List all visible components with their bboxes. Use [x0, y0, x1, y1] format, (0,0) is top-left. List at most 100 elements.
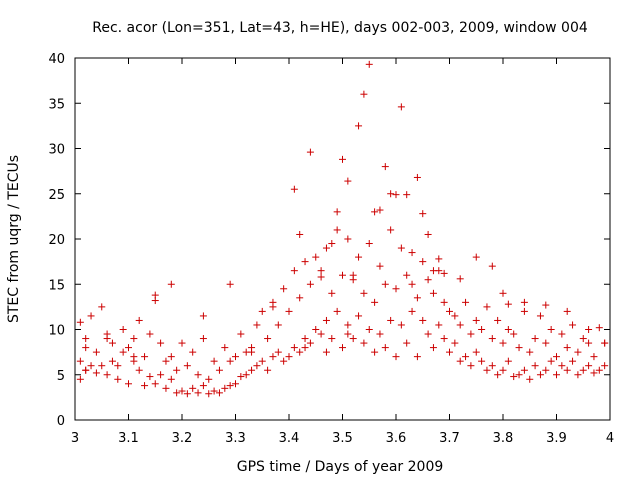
- data-point: [130, 335, 138, 343]
- data-point: [515, 371, 523, 379]
- data-point: [312, 253, 320, 261]
- y-tick-label: 10: [48, 324, 65, 339]
- data-point: [317, 267, 325, 275]
- data-point: [488, 335, 496, 343]
- y-tick-label: 20: [48, 233, 65, 248]
- data-point: [333, 208, 341, 216]
- data-point: [82, 366, 90, 374]
- data-point: [226, 357, 234, 365]
- data-point: [376, 330, 384, 338]
- data-point: [248, 366, 256, 374]
- x-tick-label: 3: [71, 431, 79, 446]
- data-point: [301, 344, 309, 352]
- data-point: [141, 353, 149, 361]
- chart-title: Rec. acor (Lon=351, Lat=43, h=HE), days …: [92, 20, 588, 36]
- data-point: [392, 285, 400, 293]
- data-point: [226, 382, 234, 390]
- data-point: [248, 348, 256, 356]
- data-point: [322, 316, 330, 324]
- data-point: [306, 339, 314, 347]
- data-point: [435, 255, 443, 263]
- data-point: [167, 375, 175, 383]
- data-point: [162, 357, 170, 365]
- data-point: [339, 155, 346, 163]
- data-point: [215, 389, 223, 397]
- data-point: [424, 330, 432, 338]
- data-point: [440, 335, 448, 343]
- data-point: [365, 240, 373, 248]
- data-point: [397, 244, 405, 252]
- data-point: [387, 226, 395, 234]
- y-tick-label: 25: [48, 188, 65, 203]
- data-point: [151, 380, 159, 388]
- data-point: [526, 348, 534, 356]
- data-point: [199, 312, 207, 320]
- data-point: [376, 206, 384, 214]
- x-tick-label: 3.4: [279, 431, 300, 446]
- data-point: [451, 312, 459, 320]
- plot-border: [74, 57, 611, 421]
- data-point: [483, 303, 491, 311]
- data-point: [376, 262, 384, 270]
- data-point: [173, 366, 181, 374]
- data-point: [403, 191, 411, 199]
- data-point: [499, 289, 507, 297]
- data-point: [317, 273, 325, 281]
- data-point: [76, 357, 84, 365]
- data-point: [462, 298, 470, 306]
- x-tick-label: 3.3: [225, 431, 246, 446]
- y-axis-label: STEC from uqrg / TECUs: [6, 155, 22, 323]
- data-point: [312, 326, 320, 333]
- data-point: [232, 380, 239, 388]
- x-tick-label: 3.8: [493, 431, 514, 446]
- data-point: [590, 353, 598, 361]
- data-point: [478, 357, 486, 365]
- data-point: [264, 366, 272, 374]
- data-point: [419, 258, 427, 266]
- data-point: [290, 344, 298, 352]
- data-point: [542, 301, 550, 309]
- data-point: [419, 210, 427, 218]
- plot-area: [74, 57, 611, 421]
- data-point: [194, 371, 202, 379]
- data-point: [285, 353, 293, 361]
- data-point: [456, 275, 464, 283]
- data-point: [183, 362, 191, 370]
- data-point: [510, 373, 518, 381]
- data-point: [397, 103, 405, 111]
- y-tick-label: 5: [57, 369, 65, 384]
- data-point: [205, 375, 213, 383]
- data-point: [499, 366, 507, 374]
- data-point: [574, 371, 582, 379]
- data-point: [237, 373, 245, 381]
- data-point: [579, 335, 587, 343]
- data-point: [157, 339, 165, 347]
- data-point: [199, 335, 207, 343]
- data-point: [531, 335, 539, 343]
- data-point: [601, 362, 609, 370]
- data-point: [146, 330, 154, 338]
- data-point: [413, 353, 421, 361]
- data-point: [339, 344, 346, 352]
- data-point: [232, 353, 239, 361]
- data-point: [108, 357, 116, 365]
- data-point: [472, 253, 480, 261]
- data-point: [167, 353, 175, 361]
- y-tick-label: 40: [48, 52, 65, 67]
- x-tick-label: 3.2: [172, 431, 193, 446]
- data-point: [456, 357, 464, 365]
- data-point: [162, 384, 170, 392]
- data-point: [435, 321, 443, 329]
- data-point: [301, 258, 309, 266]
- y-tick-label: 30: [48, 143, 65, 158]
- data-point: [280, 285, 288, 293]
- data-point: [472, 348, 480, 356]
- data-point: [446, 307, 453, 315]
- data-point: [135, 316, 143, 324]
- x-axis-label: GPS time / Days of year 2009: [237, 459, 444, 475]
- data-point: [408, 249, 416, 257]
- data-point: [403, 339, 411, 347]
- data-point: [440, 298, 448, 306]
- data-point: [360, 339, 368, 347]
- data-point: [392, 191, 400, 199]
